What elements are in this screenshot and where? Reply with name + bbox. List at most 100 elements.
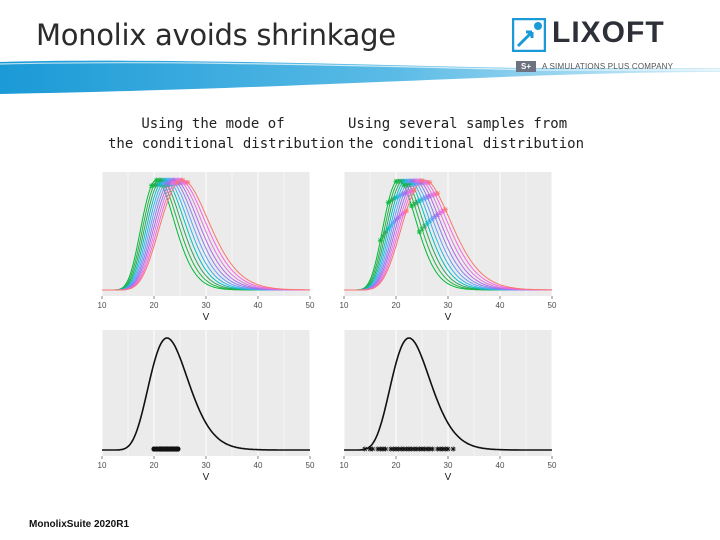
x-tick-label: 20 xyxy=(392,461,401,470)
population-density-line xyxy=(344,337,552,451)
data-point-marker xyxy=(409,446,415,452)
chart-bottom-left: 10 20 30 40 50 V xyxy=(98,330,315,483)
data-point-marker xyxy=(172,177,178,183)
simulations-plus-badge: S+ xyxy=(516,61,536,72)
x-tick-label: 40 xyxy=(496,461,505,470)
caption-left-line2: the conditional distribution xyxy=(108,136,345,152)
data-point-marker xyxy=(154,177,160,183)
data-point-marker xyxy=(396,178,402,184)
data-point-marker xyxy=(177,180,183,186)
x-tick-label: 30 xyxy=(444,301,453,310)
series-line xyxy=(344,179,552,291)
caption-right-line1: Using several samples from xyxy=(348,116,568,132)
data-point-marker xyxy=(409,181,415,187)
data-point-marker xyxy=(422,195,428,201)
data-point-marker xyxy=(180,180,186,186)
data-point-marker xyxy=(388,198,394,204)
data-point-marker xyxy=(390,196,396,202)
data-point-marker xyxy=(388,222,394,228)
x-axis-label: V xyxy=(445,472,452,483)
x-tick-label: 50 xyxy=(548,301,557,310)
data-point-marker xyxy=(156,177,162,183)
data-point-marker xyxy=(398,192,404,198)
data-point-marker xyxy=(388,446,394,452)
data-point-marker xyxy=(432,214,438,220)
data-point-marker xyxy=(411,178,417,184)
data-point-marker xyxy=(411,181,417,187)
data-point-marker xyxy=(406,446,412,452)
x-tick-label: 10 xyxy=(98,461,107,470)
data-point-marker xyxy=(401,446,407,452)
data-point-marker xyxy=(172,180,178,186)
data-point-marker xyxy=(437,210,443,216)
data-point-marker xyxy=(442,446,448,452)
data-point-marker xyxy=(409,203,415,209)
x-tick-label: 40 xyxy=(496,301,505,310)
data-point-marker xyxy=(396,193,402,199)
x-tick-label: 20 xyxy=(150,301,159,310)
data-point-marker xyxy=(398,178,404,184)
x-axis-label: V xyxy=(203,472,210,483)
x-tick-label: 30 xyxy=(202,461,211,470)
data-point-marker xyxy=(411,201,417,207)
data-point-marker xyxy=(177,177,183,183)
data-point-marker xyxy=(390,220,396,226)
data-point-marker xyxy=(398,446,404,452)
data-point-marker xyxy=(380,446,386,452)
slide-title: Monolix avoids shrinkage xyxy=(36,18,396,52)
caption-left-line1: Using the mode of xyxy=(141,116,285,132)
data-point-marker xyxy=(385,226,391,232)
data-point-marker xyxy=(409,188,415,194)
data-point-marker xyxy=(396,446,402,452)
data-point-marker xyxy=(442,207,448,213)
data-point-marker xyxy=(393,217,399,223)
data-point-marker xyxy=(416,198,422,204)
data-point-marker xyxy=(156,181,162,187)
data-point-marker xyxy=(401,182,407,188)
data-point-marker xyxy=(432,191,438,197)
data-point-marker xyxy=(445,446,451,452)
data-point-marker xyxy=(393,178,399,184)
data-point-marker xyxy=(380,233,386,239)
data-point-marker xyxy=(403,208,409,214)
population-density-line xyxy=(102,337,310,451)
data-point-marker xyxy=(167,177,173,183)
x-tick-label: 20 xyxy=(392,301,401,310)
chart-bottom-right: 10 20 30 40 50 V xyxy=(340,330,557,483)
data-point-marker xyxy=(424,194,430,200)
data-point-marker xyxy=(180,177,186,183)
data-point-marker xyxy=(435,446,441,452)
data-point-marker xyxy=(185,179,191,185)
x-tick-label: 50 xyxy=(306,301,315,310)
x-tick-label: 30 xyxy=(444,461,453,470)
data-point-marker xyxy=(422,446,428,452)
data-point-marker xyxy=(401,210,407,216)
x-tick-label: 50 xyxy=(306,461,315,470)
data-point-marker xyxy=(377,237,383,243)
data-point-marker xyxy=(169,180,175,186)
data-point-marker xyxy=(370,446,376,452)
data-point-marker xyxy=(419,226,425,232)
data-point-marker xyxy=(396,214,402,220)
data-point-marker xyxy=(151,182,157,188)
data-point-marker xyxy=(422,180,428,186)
data-point-marker xyxy=(422,223,428,229)
data-point-marker xyxy=(416,178,422,184)
data-point-marker xyxy=(424,180,430,186)
x-axis-label: V xyxy=(203,312,210,323)
data-point-marker xyxy=(367,446,373,452)
caption-left: Using the mode of the conditional distri… xyxy=(108,114,345,154)
data-point-marker xyxy=(174,180,180,186)
x-tick-label: 30 xyxy=(202,301,211,310)
x-tick-label: 50 xyxy=(548,461,557,470)
series-line xyxy=(102,179,310,291)
data-point-marker xyxy=(435,212,441,218)
data-point-marker xyxy=(450,446,456,452)
logo-tagline: A SIMULATIONS PLUS COMPANY xyxy=(542,62,674,71)
data-point-marker xyxy=(411,446,417,452)
data-point-marker xyxy=(429,192,435,198)
data-point-marker xyxy=(390,446,396,452)
data-point-marker xyxy=(362,446,368,452)
data-point-marker xyxy=(429,446,435,452)
data-point-marker xyxy=(440,208,446,214)
